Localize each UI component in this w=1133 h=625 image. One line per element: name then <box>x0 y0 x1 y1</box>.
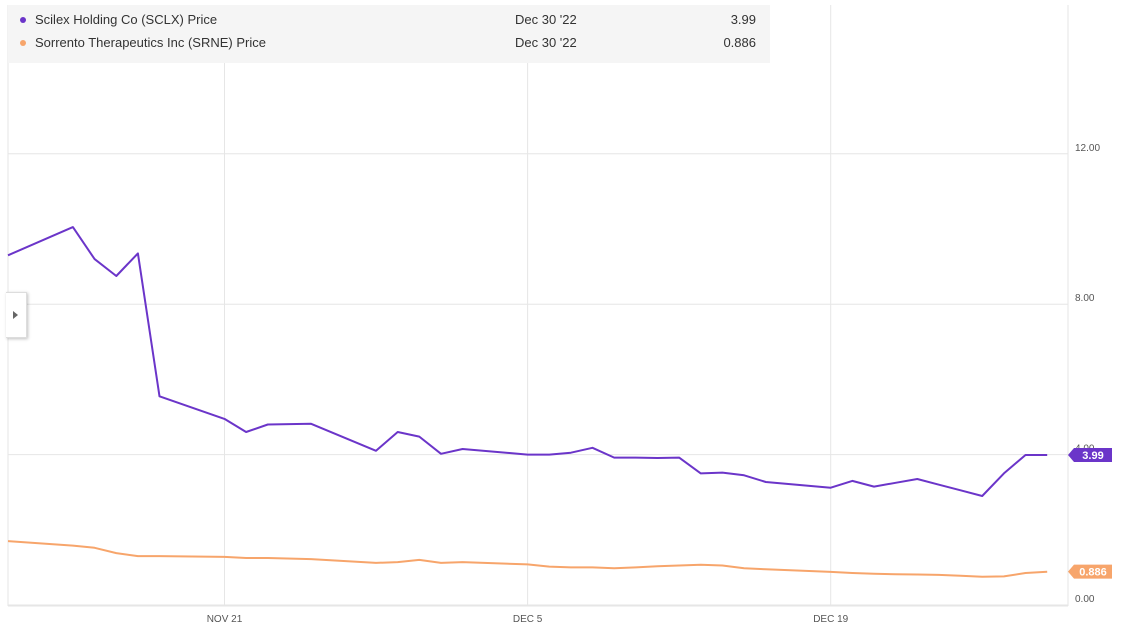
y-tick-label: 8.00 <box>1075 293 1095 304</box>
x-axis-labels: NOV 21 DEC 5 DEC 19 <box>207 614 849 625</box>
legend-row-sclx[interactable]: Scilex Holding Co (SCLX) Price Dec 30 '2… <box>8 9 770 31</box>
legend-value: 3.99 <box>730 12 756 27</box>
series-line-sclx <box>7 226 1048 497</box>
y-tick-label: 12.00 <box>1075 143 1100 154</box>
x-tick-label: NOV 21 <box>207 614 243 625</box>
x-tick-label: DEC 19 <box>813 614 848 625</box>
grid-lines <box>7 5 1069 607</box>
end-label-text: 0.886 <box>1079 567 1107 579</box>
end-label-tag <box>1068 447 1112 462</box>
legend-value: 0.886 <box>723 35 756 50</box>
series-dot-icon <box>20 17 26 23</box>
legend: Scilex Holding Co (SCLX) Price Dec 30 '2… <box>8 5 770 63</box>
end-label-srne: 0.886 <box>1068 564 1112 579</box>
y-tick-label: 0.00 <box>1075 594 1095 605</box>
end-value-labels: 3.99 0.886 <box>1068 447 1112 579</box>
end-label-text: 3.99 <box>1082 450 1103 462</box>
end-label-sclx: 3.99 <box>1068 447 1112 462</box>
x-tick-label: DEC 5 <box>513 614 543 625</box>
legend-series-name: Scilex Holding Co (SCLX) Price <box>35 12 218 27</box>
end-label-tag <box>1068 564 1112 579</box>
series-line-srne <box>7 540 1048 578</box>
legend-row-srne[interactable]: Sorrento Therapeutics Inc (SRNE) Price D… <box>8 32 770 54</box>
legend-date: Dec 30 '22 <box>515 35 577 50</box>
legend-date: Dec 30 '22 <box>515 12 577 27</box>
series-lines <box>7 226 1048 578</box>
legend-series-name: Sorrento Therapeutics Inc (SRNE) Price <box>35 35 266 50</box>
series-dot-icon <box>20 40 26 46</box>
sidebar-toggle-button[interactable] <box>6 292 27 338</box>
chevron-right-icon <box>13 311 18 319</box>
